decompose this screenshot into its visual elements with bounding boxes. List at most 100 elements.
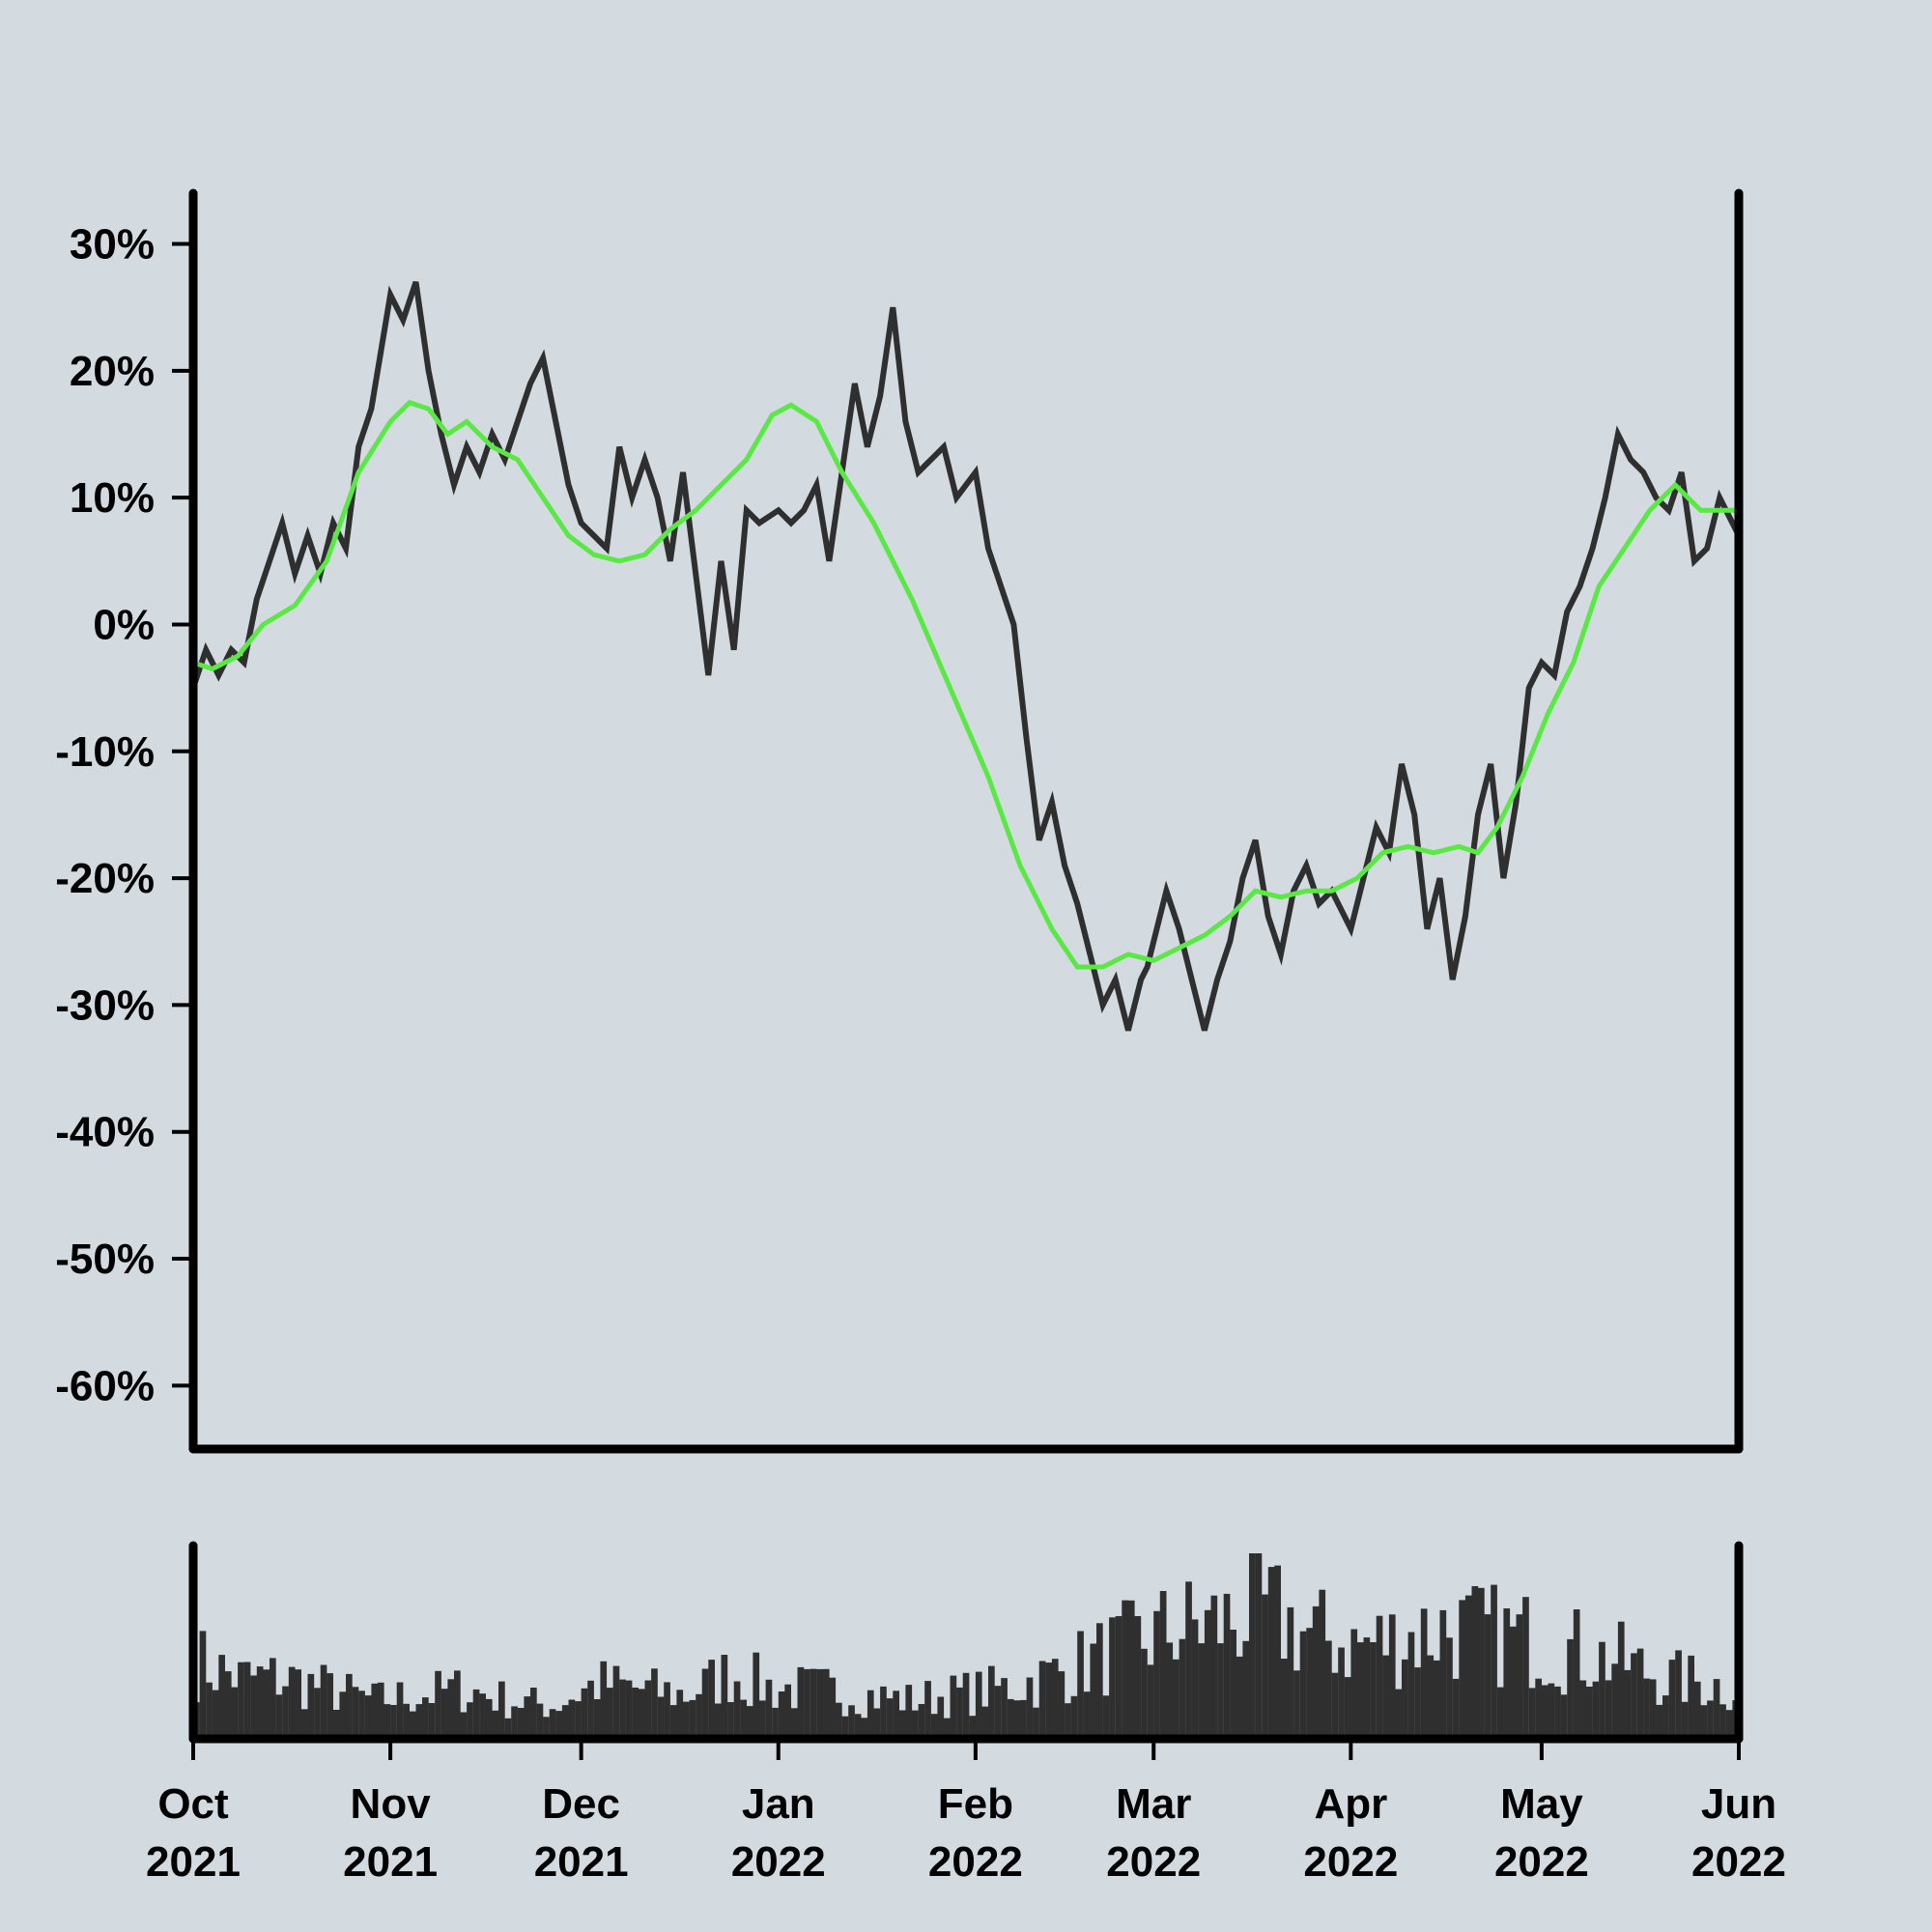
volume-bar — [1001, 1678, 1008, 1739]
volume-bar — [956, 1687, 963, 1739]
x-tick-year-label: 2022 — [1106, 1838, 1201, 1886]
volume-bar — [460, 1712, 468, 1739]
volume-bar — [1109, 1617, 1116, 1739]
volume-bar — [1388, 1614, 1396, 1739]
volume-bar — [206, 1682, 213, 1739]
volume-bar — [587, 1680, 594, 1739]
volume-bar — [930, 1714, 938, 1739]
volume-bars — [193, 1553, 1740, 1739]
volume-bar — [848, 1705, 855, 1739]
volume-bar — [327, 1673, 333, 1739]
volume-bar — [1185, 1581, 1192, 1739]
volume-bar — [1230, 1630, 1236, 1739]
volume-bar — [727, 1702, 734, 1739]
volume-bar — [238, 1662, 244, 1739]
x-tick-year-label: 2022 — [1303, 1838, 1398, 1886]
volume-bar — [918, 1704, 925, 1739]
volume-bar — [981, 1706, 989, 1739]
volume-bar — [390, 1705, 397, 1739]
volume-bar — [212, 1690, 219, 1739]
x-tick-year-label: 2022 — [928, 1838, 1023, 1886]
volume-bar — [1223, 1593, 1231, 1739]
volume-bar — [644, 1680, 652, 1739]
volume-bar — [256, 1666, 264, 1739]
volume-bar — [384, 1704, 391, 1739]
volume-bar — [1624, 1669, 1632, 1739]
volume-bar — [1491, 1584, 1497, 1739]
volume-bar — [358, 1690, 365, 1739]
volume-bar — [396, 1682, 404, 1739]
volume-bar — [625, 1680, 633, 1739]
volume-bar — [288, 1666, 296, 1739]
volume-bar — [1382, 1655, 1389, 1739]
volume-bar — [346, 1673, 353, 1739]
volume-bar — [607, 1688, 613, 1739]
volume-bar — [1065, 1703, 1071, 1739]
volume-bar — [1402, 1659, 1408, 1739]
volume-bar — [778, 1691, 785, 1739]
volume-bar — [1414, 1667, 1421, 1739]
volume-bar — [1363, 1637, 1371, 1739]
volume-bar — [1567, 1638, 1574, 1739]
volume-bar — [638, 1689, 645, 1739]
volume-bar — [1656, 1704, 1663, 1739]
volume-bar — [454, 1670, 461, 1739]
volume-bar — [479, 1693, 486, 1739]
volume-bar — [555, 1711, 562, 1739]
volume-bar — [485, 1698, 493, 1739]
volume-bar — [1478, 1587, 1485, 1739]
y-tick-label: -30% — [55, 981, 155, 1029]
volume-bar — [1147, 1664, 1154, 1739]
volume-bar — [243, 1662, 251, 1739]
price-lines — [190, 280, 1742, 1032]
volume-bar — [1376, 1615, 1383, 1739]
volume-bar — [1643, 1678, 1650, 1739]
y-tick-label: 10% — [70, 474, 155, 522]
volume-bar — [810, 1668, 817, 1739]
volume-bar — [1560, 1694, 1568, 1739]
volume-bar — [332, 1710, 340, 1739]
volume-bar — [696, 1693, 702, 1739]
volume-bar — [1038, 1661, 1046, 1739]
volume-bar — [275, 1694, 283, 1739]
volume-bar — [575, 1701, 582, 1739]
volume-bar — [1255, 1553, 1263, 1739]
volume-bar — [1262, 1594, 1268, 1739]
volume-bar — [1274, 1565, 1281, 1739]
volume-bar — [517, 1708, 525, 1739]
volume-bar — [905, 1685, 913, 1739]
volume-bar — [1535, 1678, 1542, 1739]
volume-bar — [1586, 1687, 1593, 1739]
volume-bar — [543, 1717, 550, 1739]
volume-bar — [1713, 1679, 1720, 1739]
volume-bar — [1338, 1647, 1345, 1739]
volume-bar — [1293, 1670, 1300, 1739]
volume-bar — [1446, 1637, 1453, 1739]
volume-bar — [568, 1699, 576, 1739]
volume-bar — [1439, 1609, 1447, 1739]
volume-bar — [1249, 1553, 1256, 1739]
volume-bar — [1356, 1642, 1364, 1739]
x-tick-month-label: Jun — [1701, 1780, 1776, 1828]
volume-bar — [1299, 1631, 1307, 1739]
volume-bar — [1599, 1641, 1605, 1739]
volume-bar — [1210, 1595, 1218, 1739]
volume-bar — [772, 1707, 779, 1739]
volume-bar — [898, 1710, 906, 1739]
volume-bar — [377, 1682, 384, 1739]
volume-bar — [1331, 1672, 1339, 1739]
volume-bar — [1058, 1671, 1065, 1739]
volume-bar — [440, 1689, 448, 1739]
volume-bar — [841, 1716, 849, 1739]
volume-bar — [632, 1688, 639, 1739]
volume-bar — [422, 1697, 429, 1739]
volume-bar — [924, 1681, 931, 1739]
volume-bar — [1090, 1643, 1097, 1739]
volume-bar — [1605, 1680, 1612, 1739]
volume-bar — [765, 1679, 773, 1739]
volume-bar — [612, 1665, 620, 1739]
volume-bar — [822, 1668, 830, 1739]
volume-bar — [1522, 1597, 1529, 1739]
volume-bar — [1725, 1710, 1733, 1739]
